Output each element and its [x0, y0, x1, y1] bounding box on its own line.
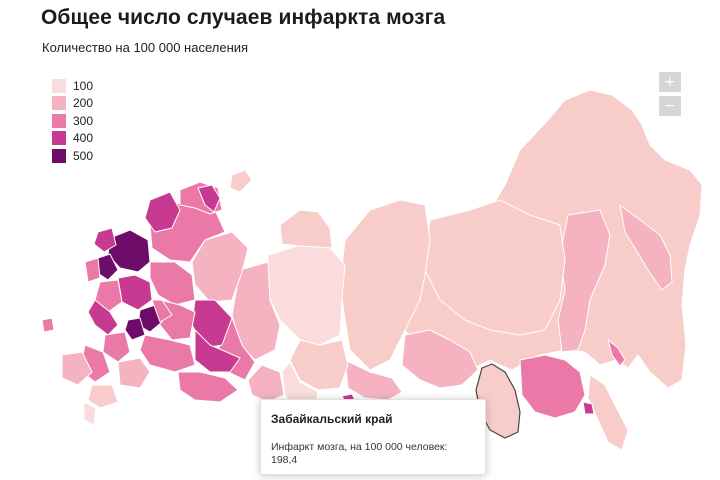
region-leningrad[interactable] [93, 227, 117, 253]
region-nizhny[interactable] [151, 299, 173, 323]
region-tyva[interactable] [344, 359, 403, 401]
region-tomsk[interactable] [289, 339, 349, 391]
region-yamal[interactable] [279, 209, 333, 249]
legend-label: 100 [73, 78, 94, 93]
legend-item: 300 [52, 112, 93, 130]
region-komi[interactable] [191, 231, 249, 303]
region-amur[interactable] [519, 354, 586, 419]
region-kirov[interactable] [149, 261, 196, 306]
page-title: Общее число случаев инфаркта мозга [41, 6, 446, 29]
tooltip-value: 198,4 [271, 454, 298, 466]
legend-label: 300 [73, 113, 94, 128]
legend-label: 500 [73, 148, 94, 163]
region-saratov[interactable] [139, 334, 196, 373]
legend-swatch [52, 96, 66, 111]
region-murmansk-north[interactable] [197, 184, 221, 213]
zoom-out-button[interactable]: − [659, 96, 681, 116]
legend-label: 200 [73, 96, 94, 111]
legend-item: 100 [52, 77, 93, 95]
tooltip-region-name: Забайкальский край [271, 412, 393, 426]
legend-item: 400 [52, 130, 93, 148]
region-lipetsk[interactable] [124, 317, 146, 341]
region-yakutia[interactable] [424, 199, 566, 336]
region-volgograd[interactable] [117, 357, 151, 389]
region-orenburg[interactable] [177, 371, 239, 403]
zoom-in-button[interactable]: + [659, 72, 681, 92]
tooltip-metric: Инфаркт мозга, на 100 000 человек: 198,4 [271, 441, 475, 467]
region-khabarovsk[interactable] [557, 209, 611, 353]
legend-swatch [52, 131, 66, 146]
region-stavropol[interactable] [87, 384, 119, 409]
region-kamchatka[interactable] [619, 204, 673, 291]
region-sakhalin[interactable] [607, 339, 626, 367]
region-jewish-ao[interactable] [582, 401, 595, 415]
tooltip-metric-label: Инфаркт мозга, на 100 000 человек: [271, 441, 448, 453]
region-dagestan[interactable] [83, 401, 97, 426]
region-novgorod[interactable] [84, 257, 101, 283]
legend-item: 200 [52, 95, 93, 113]
region-khmao[interactable] [267, 244, 346, 346]
region-irkutsk[interactable] [401, 329, 479, 389]
legend-item: 500 [52, 147, 93, 165]
region-tooltip: Забайкальский край Инфаркт мозга, на 100… [260, 399, 486, 475]
legend-label: 400 [73, 131, 94, 146]
legend: 100 200 300 400 500 [52, 77, 93, 165]
legend-swatch [52, 78, 66, 93]
legend-swatch [52, 113, 66, 128]
region-voronezh[interactable] [102, 331, 131, 363]
region-chelyabinsk[interactable] [247, 364, 285, 403]
legend-swatch [52, 148, 66, 163]
region-moscow[interactable] [117, 274, 153, 311]
region-tver[interactable] [94, 279, 123, 313]
region-karelia[interactable] [144, 191, 181, 233]
region-novaya-zemlya[interactable] [229, 169, 253, 193]
map-subtitle: Количество на 100 000 населения [42, 40, 249, 55]
region-krasnoyarsk[interactable] [339, 199, 431, 371]
region-bashkortostan[interactable] [194, 329, 241, 373]
region-kaliningrad[interactable] [41, 317, 55, 333]
region-krasnodar[interactable] [61, 351, 93, 386]
